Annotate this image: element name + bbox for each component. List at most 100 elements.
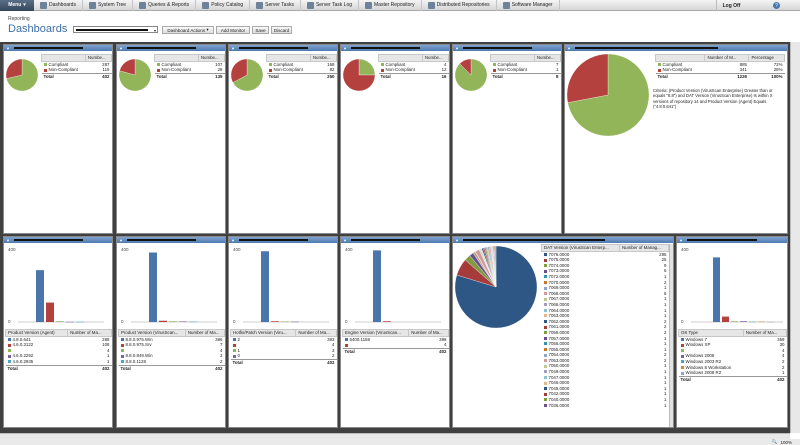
table-row[interactable]: Non-Compliant 28 bbox=[155, 67, 225, 73]
table-row[interactable]: Non-Compliant 115 bbox=[42, 67, 112, 73]
bar-0[interactable] bbox=[713, 257, 720, 322]
bar-3[interactable] bbox=[179, 321, 187, 322]
collapse-icon[interactable]: ▼ bbox=[343, 45, 347, 51]
table-row[interactable]: 7070.0000 2 bbox=[542, 280, 669, 286]
table-row[interactable]: 7055.0000 1 bbox=[542, 347, 669, 353]
table-row[interactable]: 5400.1158 398 bbox=[343, 336, 449, 342]
panel-header[interactable]: ▼ bbox=[677, 237, 787, 243]
column-header[interactable]: Hotfix/Patch Version (Viru... bbox=[229, 329, 297, 337]
table-row[interactable]: Windows 8 Workstation 2 bbox=[679, 365, 787, 371]
column-header[interactable]: Numbe... bbox=[309, 54, 337, 62]
table-row[interactable]: Compliant 107 bbox=[155, 61, 225, 67]
panel-header[interactable]: ▼ bbox=[229, 45, 337, 51]
table-row[interactable]: 7050.0000 1 bbox=[542, 363, 669, 369]
compliance-pie-chart[interactable] bbox=[454, 58, 488, 92]
bar-4[interactable] bbox=[189, 321, 197, 323]
table-row[interactable]: 7075.0000 25 bbox=[542, 257, 669, 263]
nav-item-3[interactable]: Policy Catalog bbox=[196, 0, 251, 11]
overall-compliance-pie-chart[interactable] bbox=[566, 53, 650, 137]
column-header[interactable] bbox=[654, 54, 706, 62]
table-row[interactable]: Non-Compliant 12 bbox=[379, 67, 449, 73]
table-row[interactable]: 7066.0000 1 bbox=[542, 302, 669, 308]
table-row[interactable]: Windows 7 359 bbox=[679, 336, 787, 342]
panel-header[interactable]: ▼ bbox=[341, 237, 449, 243]
bar-2[interactable] bbox=[169, 321, 177, 322]
table-row[interactable]: 7074.0000 9 bbox=[542, 263, 669, 269]
discard-button[interactable]: Discard bbox=[271, 26, 292, 34]
table-row[interactable]: 7036.0000 1 bbox=[542, 403, 669, 409]
nav-item-2[interactable]: Queries & Reports bbox=[133, 0, 197, 11]
vertical-scrollbar[interactable] bbox=[790, 42, 800, 433]
column-header[interactable] bbox=[41, 54, 86, 62]
bar-0[interactable] bbox=[373, 250, 381, 322]
table-row[interactable]: 4 bbox=[119, 348, 225, 354]
compliance-pie-chart[interactable] bbox=[5, 58, 39, 92]
bar-2[interactable] bbox=[56, 321, 64, 322]
bar-3[interactable] bbox=[740, 321, 747, 322]
bar-1[interactable] bbox=[383, 321, 391, 322]
column-header[interactable]: Numbe... bbox=[84, 54, 112, 62]
table-row[interactable]: 4 bbox=[6, 348, 112, 354]
table-row[interactable]: 7047.0000 1 bbox=[542, 375, 669, 381]
column-header[interactable]: Numbe... bbox=[533, 54, 561, 62]
table-row[interactable]: Windows 2008 R2 1 bbox=[679, 370, 787, 376]
panel-header[interactable]: ▼ bbox=[229, 237, 337, 243]
nav-item-8[interactable]: Software Manager bbox=[497, 0, 560, 11]
collapse-icon[interactable]: ▼ bbox=[455, 237, 459, 243]
column-header[interactable]: Number of Ma... bbox=[67, 329, 112, 337]
column-header[interactable]: OS Type bbox=[678, 329, 744, 337]
bar-3[interactable] bbox=[66, 321, 74, 323]
nav-item-0[interactable]: Dashboards bbox=[34, 0, 83, 11]
collapse-icon[interactable]: ▼ bbox=[679, 237, 683, 243]
collapse-icon[interactable]: ▼ bbox=[567, 45, 571, 51]
panel-header[interactable]: ▼ bbox=[117, 237, 225, 243]
bar-1[interactable] bbox=[159, 320, 167, 322]
column-header[interactable]: DAT Version (VirusScan Enterp... bbox=[541, 244, 620, 252]
panel-header[interactable]: ▼ bbox=[341, 45, 449, 51]
bar-0[interactable] bbox=[149, 252, 157, 322]
panel-header[interactable]: ▼ bbox=[117, 45, 225, 51]
panel-header[interactable]: ▼ bbox=[453, 45, 561, 51]
table-row[interactable]: 7064.0000 1 bbox=[542, 308, 669, 314]
panel-header[interactable]: ▼ bbox=[4, 237, 112, 243]
table-row[interactable]: 7056.0000 1 bbox=[542, 341, 669, 347]
table-row[interactable]: Windows XP 30 bbox=[679, 342, 787, 348]
collapse-icon[interactable]: ▼ bbox=[6, 237, 10, 243]
help-icon[interactable]: ? bbox=[773, 2, 780, 9]
bar-0[interactable] bbox=[36, 270, 44, 322]
bar-6[interactable] bbox=[767, 321, 774, 323]
table-row[interactable]: 7054.0000 2 bbox=[542, 352, 669, 358]
table-row[interactable]: 4 bbox=[679, 348, 787, 354]
collapse-icon[interactable]: ▼ bbox=[6, 45, 10, 51]
table-row[interactable]: 7049.0000 1 bbox=[542, 369, 669, 375]
table-row[interactable]: Compliant 4 bbox=[379, 61, 449, 67]
panel-header[interactable]: ▼ bbox=[565, 45, 787, 51]
table-row[interactable]: 2 393 bbox=[231, 336, 337, 342]
column-header[interactable]: Percentage bbox=[748, 54, 785, 62]
panel-header[interactable]: ▼ bbox=[453, 237, 673, 243]
table-row[interactable]: 4.8.0.641 288 bbox=[6, 336, 112, 342]
table-row[interactable]: 8.8.0.1128 2 bbox=[119, 359, 225, 365]
column-header[interactable]: Number of Ma... bbox=[742, 329, 787, 337]
table-row[interactable]: 7040.0000 1 bbox=[542, 397, 669, 403]
add-monitor-button[interactable]: Add Monitor bbox=[216, 26, 250, 34]
bar-0[interactable] bbox=[261, 251, 269, 322]
table-row[interactable]: 8.8.0.975.Win 386 bbox=[119, 336, 225, 342]
collapse-icon[interactable]: ▼ bbox=[343, 237, 347, 243]
nav-item-5[interactable]: Server Task Log bbox=[301, 0, 360, 11]
table-row[interactable]: Compliant 168 bbox=[267, 61, 337, 67]
table-row[interactable]: 7045.0000 1 bbox=[542, 386, 669, 392]
column-header[interactable] bbox=[490, 54, 535, 62]
column-header[interactable]: Number of Ma... bbox=[408, 329, 449, 337]
table-scrollbar[interactable] bbox=[669, 244, 673, 427]
horizontal-scrollbar[interactable] bbox=[0, 433, 790, 439]
table-row[interactable]: 7076.0000 295 bbox=[542, 251, 669, 257]
table-row[interactable]: 7042.0000 1 bbox=[542, 391, 669, 397]
nav-item-4[interactable]: Server Tasks bbox=[250, 0, 301, 11]
bar-1[interactable] bbox=[722, 316, 729, 322]
table-row[interactable]: 7068.0000 6 bbox=[542, 291, 669, 297]
compliance-pie-chart[interactable] bbox=[230, 58, 264, 92]
column-header[interactable]: Number of Ma... bbox=[295, 329, 337, 337]
table-row[interactable]: Compliant 7 bbox=[491, 61, 561, 67]
